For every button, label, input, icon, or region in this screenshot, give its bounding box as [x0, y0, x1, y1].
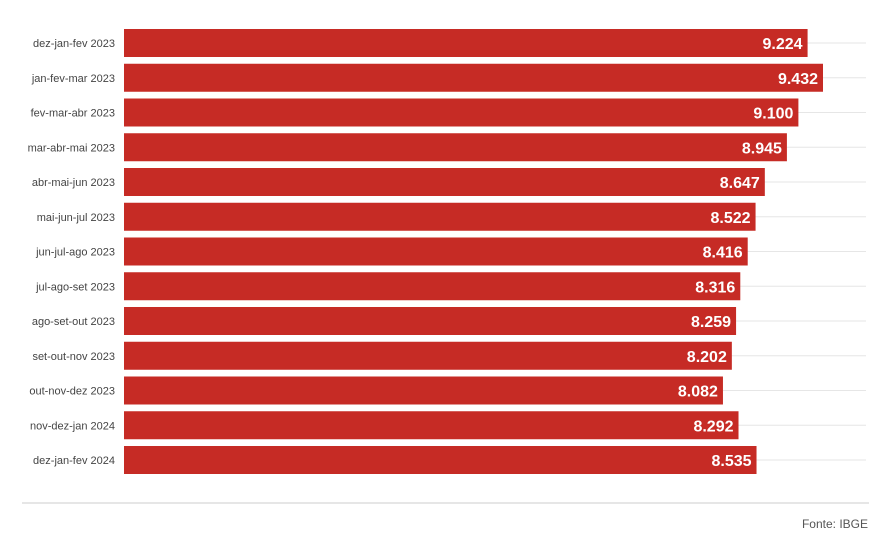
- data-label: 8.945: [742, 140, 782, 157]
- category-label: nov-dez-jan 2024: [30, 420, 115, 432]
- data-label: 8.416: [703, 245, 743, 262]
- data-label: 8.202: [687, 349, 727, 366]
- category-label: jun-jul-ago 2023: [35, 247, 115, 259]
- data-label: 9.224: [763, 36, 803, 53]
- category-label: mai-jun-jul 2023: [37, 212, 115, 224]
- bar: [124, 307, 737, 335]
- data-label: 8.535: [711, 453, 751, 470]
- bar: [124, 168, 765, 196]
- labels-group: dez-jan-fev 2023 9.224 jan-fev-mar 2023 9.4…: [28, 36, 819, 470]
- bar: [124, 202, 756, 231]
- category-label: jul-ago-set 2023: [35, 281, 115, 293]
- bar: [124, 341, 732, 370]
- data-label: 8.522: [711, 210, 751, 227]
- bar: [124, 237, 748, 266]
- category-label: out-nov-dez 2023: [29, 386, 115, 398]
- bar: [124, 272, 741, 301]
- bar: [124, 376, 723, 405]
- category-label: dez-jan-fev 2023: [33, 38, 115, 50]
- category-label: dez-jan-fev 2024: [33, 455, 115, 467]
- category-label: mar-abr-mai 2023: [28, 142, 115, 154]
- data-label: 9.432: [778, 71, 818, 88]
- data-label: 8.292: [693, 418, 733, 435]
- source-note: Fonte: IBGE: [801, 517, 868, 531]
- bar: [124, 29, 808, 57]
- bars-group: [124, 29, 823, 474]
- data-label: 9.100: [753, 106, 793, 123]
- category-label: set-out-nov 2023: [32, 351, 115, 363]
- bar: [124, 98, 799, 127]
- data-label: 8.082: [678, 384, 718, 401]
- category-label: fev-mar-abr 2023: [31, 108, 115, 120]
- data-label: 8.259: [691, 314, 731, 331]
- bar: [124, 411, 739, 440]
- category-label: abr-mai-jun 2023: [32, 177, 115, 189]
- bar: [124, 133, 787, 162]
- data-label: 8.647: [720, 175, 760, 192]
- data-label: 8.316: [695, 279, 735, 296]
- bar: [124, 446, 757, 474]
- category-label: ago-set-out 2023: [32, 316, 115, 328]
- category-label: jan-fev-mar 2023: [31, 73, 115, 85]
- bar: [124, 63, 823, 92]
